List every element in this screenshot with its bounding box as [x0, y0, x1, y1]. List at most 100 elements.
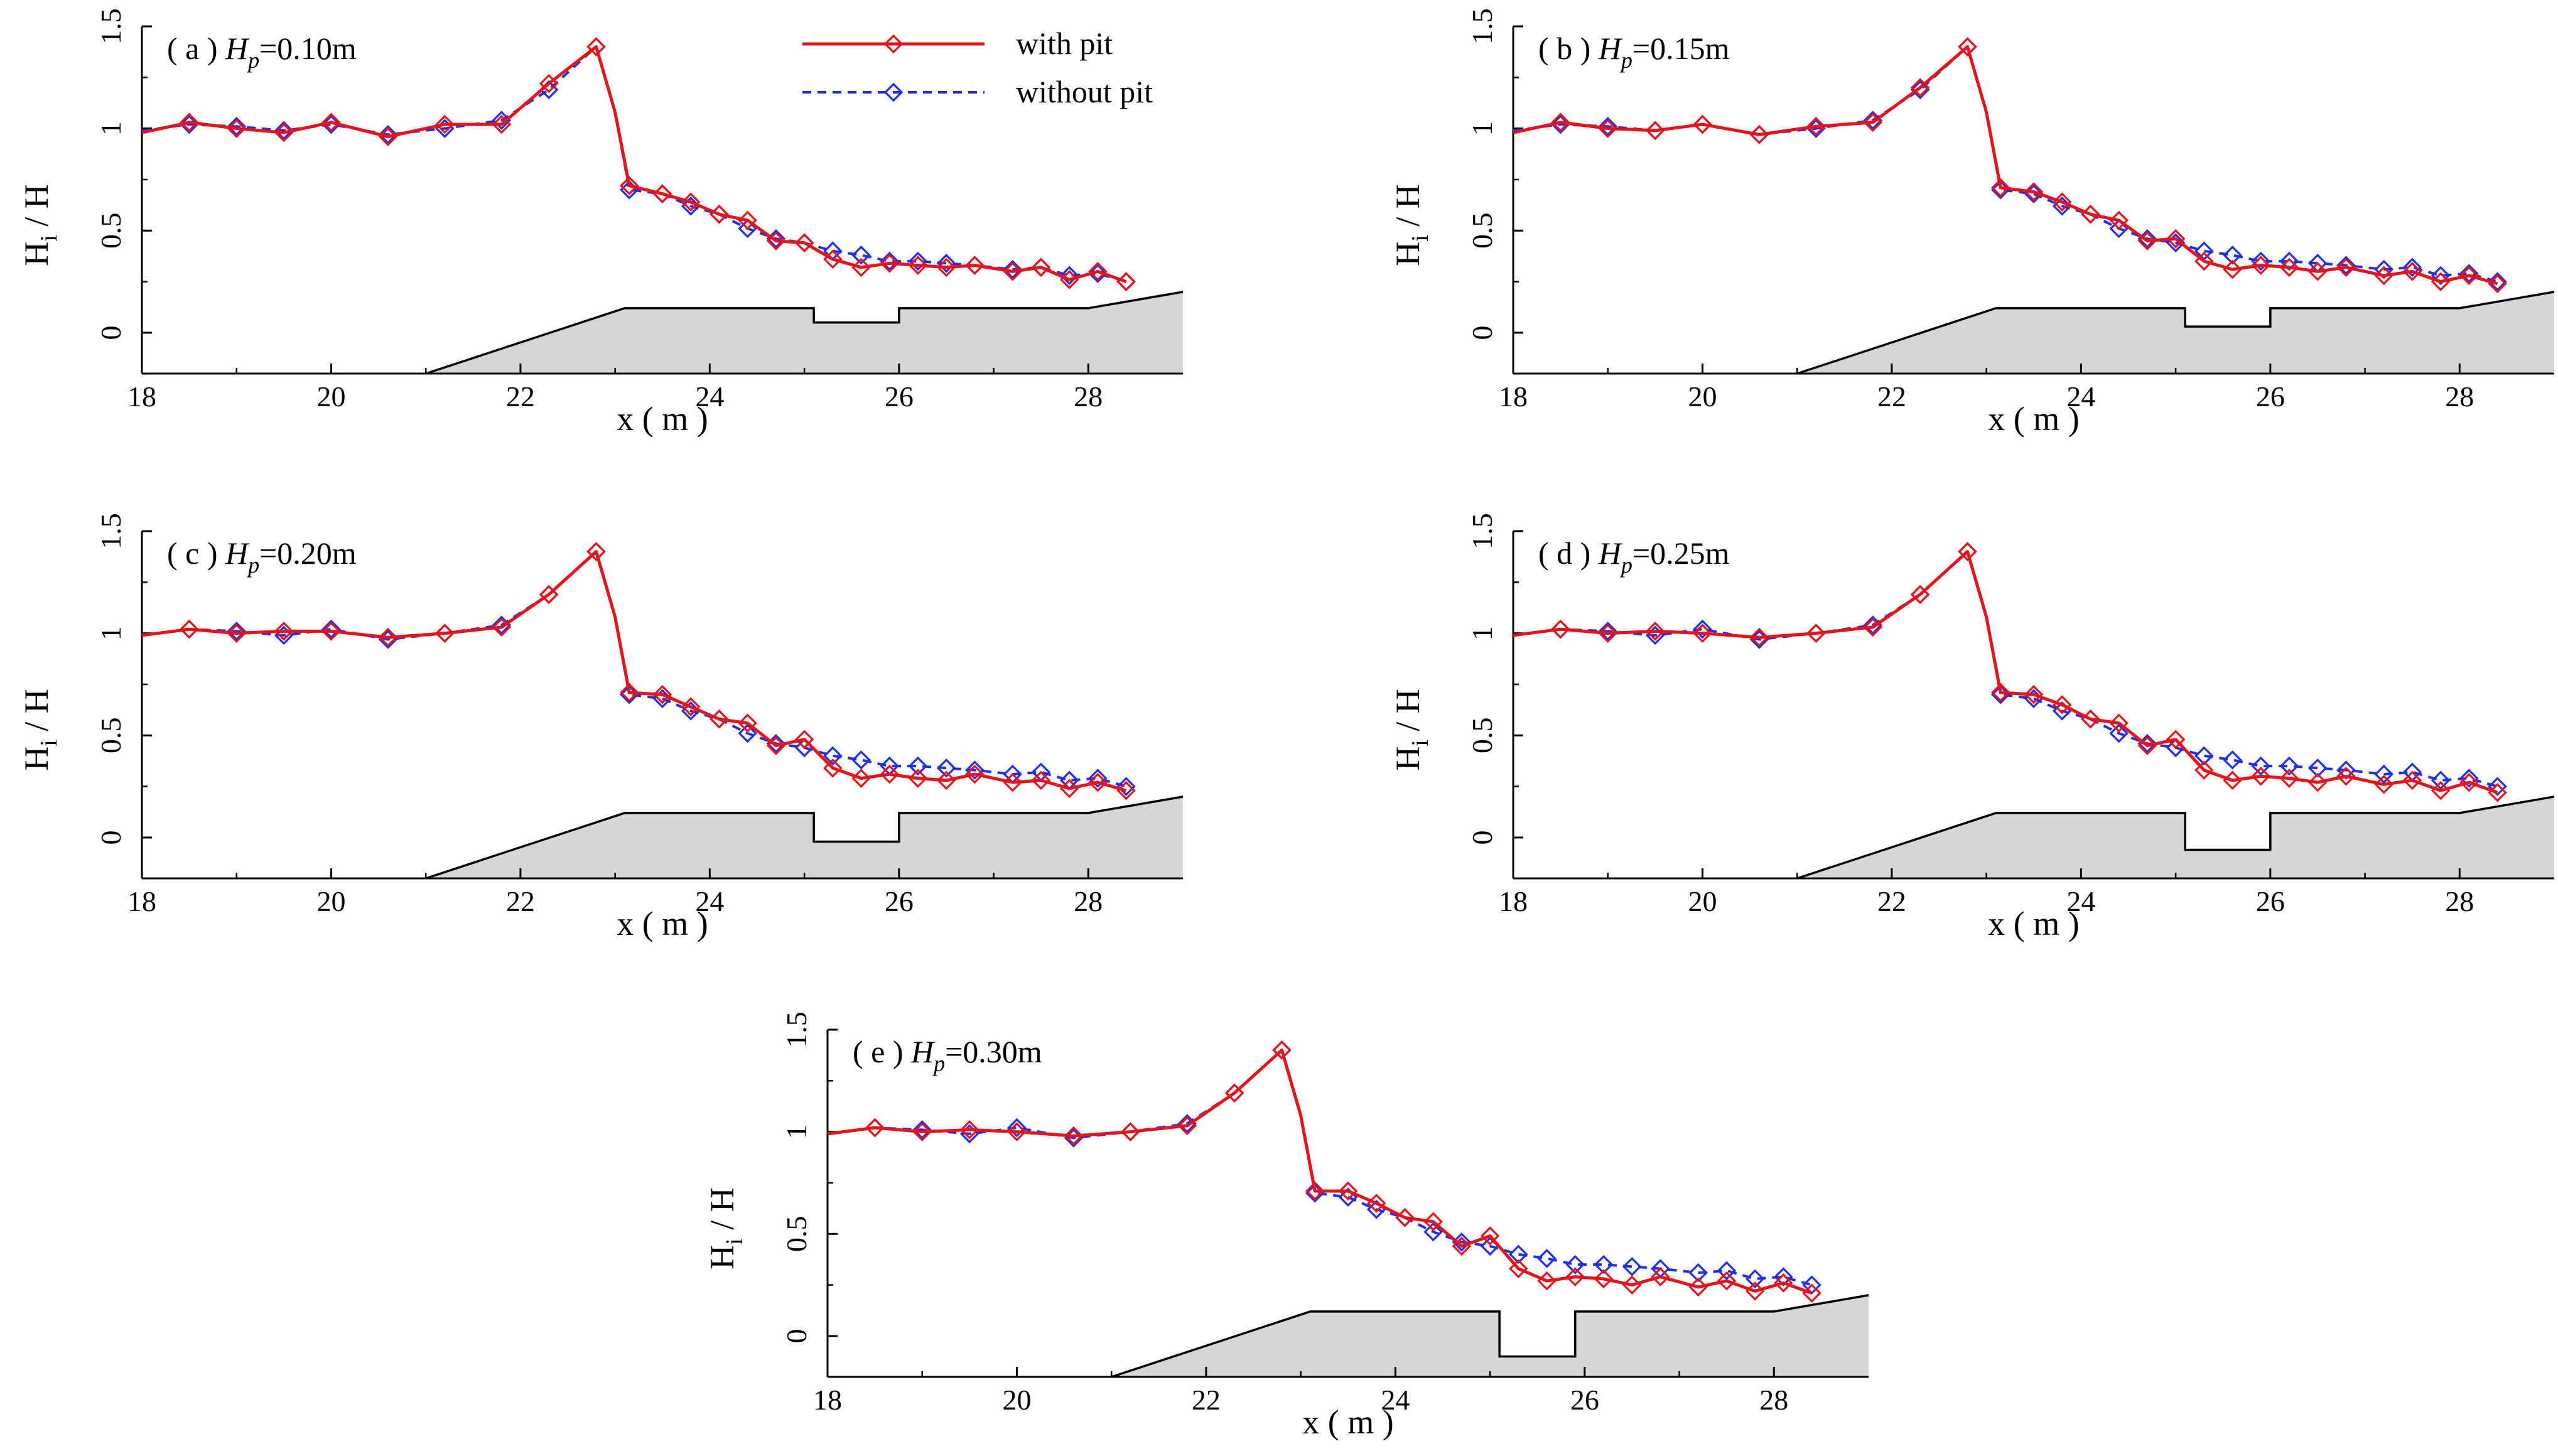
- marker-without-pit: [227, 117, 246, 136]
- marker-with-pit: [823, 758, 843, 778]
- panel-a: 18 20 22 24 26 28 0 0.5 1 1.5 Hi / H x ( m ) ( a ) H…: [18, 8, 1184, 438]
- marker-with-pit: [1177, 1116, 1197, 1136]
- bed-profile-line: [1111, 1294, 1869, 1378]
- x-tick-label: 24: [695, 380, 724, 413]
- x-tick-label: 24: [1381, 1384, 1410, 1416]
- y-tick-label: 0: [780, 1329, 812, 1343]
- marker-without-pit: [1452, 1232, 1472, 1252]
- y-axis-label: Hi / H: [1389, 184, 1433, 266]
- marker-with-pit: [1806, 117, 1826, 136]
- marker-with-pit: [2223, 259, 2242, 279]
- marker-with-pit: [1598, 119, 1617, 138]
- marker-with-pit: [2336, 257, 2356, 278]
- series-line-without-pit: [141, 45, 1127, 283]
- x-axis-label: x ( m ): [617, 905, 708, 942]
- y-axis-label: Hi / H: [703, 1187, 748, 1270]
- marker-with-pit: [1688, 1277, 1708, 1297]
- marker-with-pit: [227, 119, 246, 138]
- marker-with-pit: [2459, 772, 2479, 792]
- marker-with-pit: [1958, 542, 1977, 561]
- marker-with-pit: [652, 184, 672, 204]
- marker-with-pit: [908, 768, 928, 788]
- marker-without-pit: [2488, 777, 2507, 796]
- marker-with-pit: [1806, 623, 1826, 643]
- bed-fill: [1513, 796, 2554, 878]
- panel-title: ( e ) Hp=0.30m: [853, 1034, 1042, 1076]
- marker-with-pit: [274, 622, 294, 641]
- bed-profile-line: [425, 795, 1184, 880]
- marker-without-pit: [378, 125, 398, 144]
- marker-with-pit: [794, 730, 814, 750]
- marker-without-pit: [908, 251, 928, 271]
- series-line-without-pit: [1513, 550, 2498, 788]
- series-line-with-pit: [141, 45, 1127, 283]
- marker-without-pit: [2194, 746, 2214, 766]
- marker-with-pit: [1116, 780, 1136, 801]
- y-tick-label: 0: [95, 830, 127, 844]
- marker-with-pit: [2109, 210, 2129, 230]
- x-tick-label: 22: [1877, 380, 1906, 413]
- x-tick-label: 28: [1074, 380, 1103, 413]
- marker-without-pit: [321, 619, 341, 639]
- marker-without-pit: [492, 111, 512, 130]
- bed-fill: [142, 291, 1183, 374]
- marker-with-pit: [880, 764, 900, 784]
- bed-fill: [142, 796, 1183, 878]
- x-tick-label: 28: [2445, 885, 2474, 917]
- marker-with-pit: [1774, 1273, 1793, 1293]
- marker-without-pit: [274, 121, 294, 141]
- x-tick-label: 22: [506, 885, 535, 917]
- marker-with-pit: [586, 37, 606, 57]
- marker-with-pit: [2194, 251, 2214, 271]
- marker-with-pit: [2024, 684, 2044, 704]
- marker-with-pit: [1565, 1267, 1585, 1286]
- marker-without-pit: [1622, 1257, 1642, 1276]
- x-tick-label: 26: [885, 380, 914, 413]
- panel-e: 18 20 22 24 26 28 0 0.5 1 1.5 Hi / H x ( m ) ( e ) H…: [703, 1011, 1869, 1441]
- x-tick-label: 26: [2256, 885, 2285, 917]
- bed-profile-line: [1796, 795, 2555, 880]
- marker-with-pit: [1031, 770, 1051, 790]
- marker-with-pit: [823, 249, 843, 269]
- marker-without-pit: [2374, 259, 2393, 279]
- y-tick-label: 1: [95, 626, 127, 640]
- legend: with pit without pit: [802, 26, 1153, 109]
- marker-with-pit: [1121, 1122, 1140, 1141]
- x-tick-label: 20: [316, 885, 345, 917]
- y-tick-label: 1.5: [95, 8, 127, 45]
- marker-with-pit: [378, 627, 398, 647]
- y-tick-label: 0: [95, 325, 127, 340]
- marker-without-pit: [738, 723, 757, 743]
- y-tick-label: 1: [1466, 626, 1498, 640]
- marker-with-pit: [1745, 1281, 1765, 1301]
- marker-with-pit: [1749, 125, 1769, 144]
- y-tick-label: 1.5: [780, 1011, 812, 1048]
- marker-without-pit: [880, 251, 900, 271]
- marker-without-pit: [1717, 1261, 1737, 1281]
- marker-with-pit: [2137, 231, 2157, 251]
- marker-with-pit: [321, 622, 341, 641]
- marker-with-pit: [2223, 770, 2242, 790]
- marker-with-pit: [1305, 1181, 1325, 1201]
- panel-title: ( d ) Hp=0.25m: [1538, 536, 1730, 578]
- marker-with-pit: [1958, 37, 1977, 57]
- marker-without-pit: [2336, 256, 2356, 275]
- x-tick-label: 18: [813, 1384, 842, 1416]
- x-tick-label: 22: [1192, 1384, 1221, 1416]
- x-axis-label: x ( m ): [1302, 1403, 1393, 1441]
- marker-with-pit: [851, 257, 871, 278]
- marker-with-pit: [2402, 770, 2422, 790]
- marker-with-pit: [1480, 1226, 1500, 1246]
- marker-with-pit: [1224, 1083, 1244, 1103]
- y-tick-label: 0.5: [780, 1216, 812, 1253]
- marker-with-pit: [936, 770, 956, 790]
- marker-without-pit: [936, 254, 956, 273]
- marker-with-pit: [851, 768, 871, 788]
- marker-with-pit: [539, 73, 559, 94]
- x-tick-label: 28: [1074, 885, 1103, 917]
- marker-without-pit: [965, 760, 985, 780]
- marker-with-pit: [2336, 767, 2356, 786]
- marker-with-pit: [1003, 262, 1022, 281]
- series-line-with-pit: [1513, 550, 2498, 794]
- marker-without-pit: [2279, 251, 2299, 271]
